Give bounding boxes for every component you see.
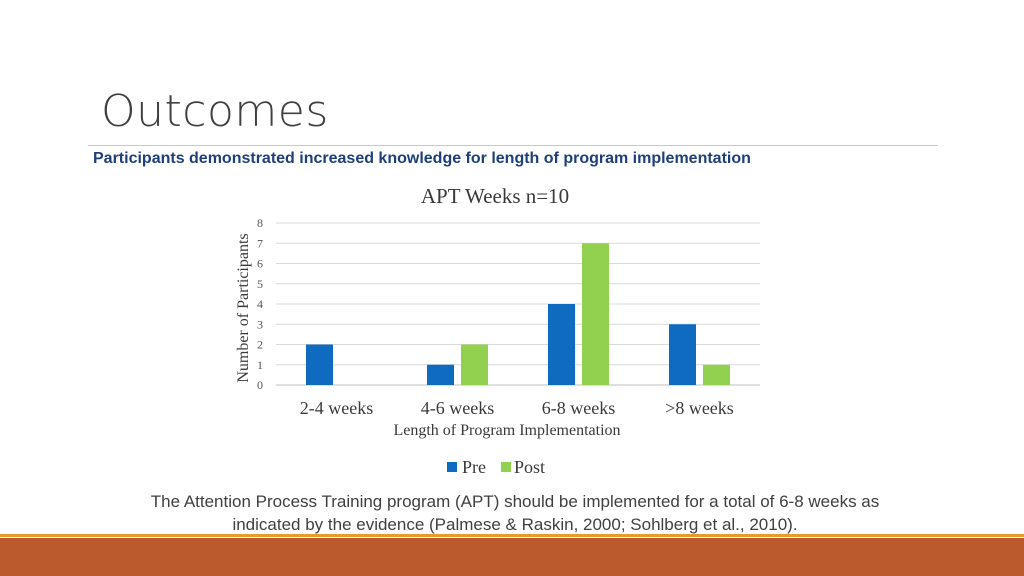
y-tick-label: 1 [257,358,263,372]
x-tick-label: 4-6 weeks [421,398,494,418]
y-tick-label: 8 [257,216,263,230]
bar-post [461,344,488,385]
bar-pre [427,364,454,385]
bars [306,243,730,385]
body-line-1: The Attention Process Training program (… [150,492,880,511]
slide-subtitle: Participants demonstrated increased know… [93,150,751,167]
legend: Pre Post [447,457,545,477]
footer-bar [0,538,1024,576]
y-tick-label: 0 [257,378,263,392]
category-labels: 2-4 weeks 4-6 weeks 6-8 weeks >8 weeks [300,398,734,418]
y-axis-title: Number of Participants [235,233,252,382]
body-text: The Attention Process Training program (… [60,490,970,536]
x-tick-label: >8 weeks [665,398,734,418]
bar-pre [669,324,696,385]
y-tick-label: 3 [257,317,263,331]
y-tick-label: 5 [257,277,263,291]
y-tick-label: 6 [257,257,263,271]
y-tick-labels: 0 1 2 3 4 5 6 7 8 [257,216,263,392]
legend-swatch-post [501,462,511,472]
bar-pre [548,304,575,385]
footer-accent-line [0,534,1024,537]
body-line-2: indicated by the evidence (Palmese & Ras… [232,515,798,534]
y-tick-label: 7 [257,236,263,250]
slide-title: Outcomes [101,86,329,137]
bar-post [703,364,730,385]
chart-title: APT Weeks n=10 [421,184,569,208]
legend-swatch-pre [447,462,457,472]
legend-label-post: Post [514,457,545,477]
x-tick-label: 6-8 weeks [542,398,615,418]
bar-post [582,243,609,385]
x-axis-title: Length of Program Implementation [393,422,620,439]
bar-pre [306,344,333,385]
title-divider [88,145,938,146]
x-tick-label: 2-4 weeks [300,398,373,418]
legend-label-pre: Pre [462,457,486,477]
y-tick-label: 4 [257,297,263,311]
y-tick-label: 2 [257,338,263,352]
